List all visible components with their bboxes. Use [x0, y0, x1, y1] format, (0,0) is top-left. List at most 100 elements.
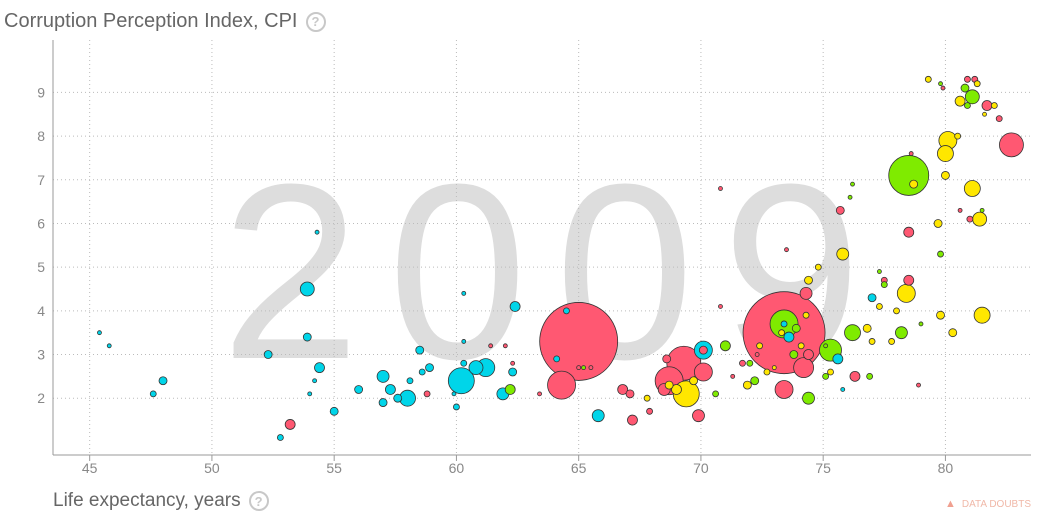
country-bubble[interactable]	[960, 83, 970, 93]
country-bubble[interactable]	[822, 372, 830, 380]
country-bubble[interactable]	[803, 349, 814, 360]
country-bubble[interactable]	[814, 263, 822, 271]
country-bubble[interactable]	[149, 390, 157, 398]
country-bubble[interactable]	[302, 332, 312, 342]
country-bubble[interactable]	[941, 171, 950, 180]
country-bubble[interactable]	[964, 75, 971, 83]
country-bubble[interactable]	[393, 393, 403, 403]
country-bubble[interactable]	[354, 385, 364, 394]
country-bubble[interactable]	[698, 345, 708, 355]
country-bubble[interactable]	[877, 269, 882, 274]
country-bubble[interactable]	[802, 391, 815, 405]
country-bubble[interactable]	[643, 394, 651, 402]
country-bubble[interactable]	[771, 365, 777, 371]
country-bubble[interactable]	[888, 155, 930, 196]
country-bubble[interactable]	[719, 340, 731, 352]
country-bubble[interactable]	[425, 363, 434, 373]
country-bubble[interactable]	[502, 343, 508, 349]
country-bubble[interactable]	[627, 414, 638, 426]
country-bubble[interactable]	[314, 229, 320, 235]
country-bubble[interactable]	[547, 370, 576, 400]
country-bubble[interactable]	[990, 102, 998, 109]
country-bubble[interactable]	[924, 75, 932, 83]
country-bubble[interactable]	[646, 407, 653, 415]
country-bubble[interactable]	[789, 350, 799, 359]
country-bubble[interactable]	[510, 360, 516, 366]
country-bubble[interactable]	[895, 326, 908, 340]
country-bubble[interactable]	[835, 205, 845, 215]
country-bubble[interactable]	[999, 132, 1024, 158]
country-bubble[interactable]	[537, 391, 542, 397]
country-bubble[interactable]	[385, 384, 396, 395]
country-bubble[interactable]	[718, 304, 723, 309]
country-bubble[interactable]	[406, 377, 414, 385]
country-bubble[interactable]	[739, 359, 746, 367]
country-bubble[interactable]	[742, 380, 752, 390]
country-bubble[interactable]	[468, 360, 484, 376]
country-bubble[interactable]	[964, 89, 980, 105]
country-bubble[interactable]	[973, 306, 991, 324]
country-bubble[interactable]	[903, 274, 915, 286]
country-bubble[interactable]	[954, 95, 966, 107]
country-bubble[interactable]	[908, 151, 914, 156]
country-bubble[interactable]	[862, 323, 872, 333]
country-bubble[interactable]	[314, 362, 325, 374]
country-bubble[interactable]	[553, 355, 561, 363]
country-bubble[interactable]	[797, 342, 805, 350]
country-bubble[interactable]	[774, 380, 794, 399]
country-bubble[interactable]	[868, 338, 876, 345]
country-bubble[interactable]	[625, 389, 635, 399]
y-axis-help-icon[interactable]: ?	[305, 11, 326, 32]
country-bubble[interactable]	[933, 219, 943, 228]
country-bubble[interactable]	[158, 376, 168, 386]
country-bubble[interactable]	[966, 215, 974, 223]
country-bubble[interactable]	[746, 359, 754, 367]
country-bubble[interactable]	[263, 350, 273, 359]
country-bubble[interactable]	[692, 409, 705, 423]
country-bubble[interactable]	[823, 343, 829, 349]
country-bubble[interactable]	[451, 391, 457, 397]
data-doubts-link[interactable]: ▲ DATA DOUBTS	[945, 498, 1031, 510]
country-bubble[interactable]	[461, 290, 467, 296]
country-bubble[interactable]	[689, 376, 698, 386]
country-bubble[interactable]	[938, 81, 943, 87]
country-bubble[interactable]	[957, 207, 963, 213]
country-bubble[interactable]	[880, 281, 888, 289]
country-bubble[interactable]	[664, 380, 674, 390]
country-bubble[interactable]	[276, 434, 284, 441]
country-bubble[interactable]	[509, 301, 521, 312]
country-bubble[interactable]	[488, 343, 494, 349]
country-bubble[interactable]	[378, 398, 388, 407]
country-bubble[interactable]	[312, 378, 318, 384]
country-bubble[interactable]	[718, 186, 723, 191]
country-bubble[interactable]	[896, 283, 916, 303]
country-bubble[interactable]	[588, 365, 594, 371]
country-bubble[interactable]	[730, 373, 736, 379]
country-bubble[interactable]	[376, 369, 390, 383]
country-bubble[interactable]	[847, 194, 853, 200]
country-bubble[interactable]	[916, 382, 921, 388]
country-bubble[interactable]	[576, 365, 582, 371]
country-bubble[interactable]	[844, 324, 861, 342]
country-bubble[interactable]	[979, 207, 985, 213]
country-bubble[interactable]	[937, 250, 944, 258]
country-bubble[interactable]	[876, 303, 883, 310]
country-bubble[interactable]	[936, 310, 945, 320]
country-bubble[interactable]	[617, 384, 629, 395]
country-bubble[interactable]	[756, 342, 764, 350]
country-bubble[interactable]	[840, 387, 846, 392]
country-bubble[interactable]	[804, 275, 813, 285]
country-bubble[interactable]	[802, 311, 810, 319]
country-bubble[interactable]	[461, 339, 467, 344]
country-bubble[interactable]	[581, 365, 586, 371]
country-bubble[interactable]	[948, 328, 958, 338]
country-bubble[interactable]	[423, 390, 431, 398]
country-bubble[interactable]	[799, 286, 813, 300]
country-bubble[interactable]	[867, 293, 877, 303]
country-bubble[interactable]	[918, 321, 924, 327]
country-bubble[interactable]	[981, 100, 993, 111]
country-bubble[interactable]	[964, 102, 971, 109]
country-bubble[interactable]	[453, 403, 460, 411]
country-bubble[interactable]	[963, 180, 981, 197]
country-bubble[interactable]	[671, 384, 682, 395]
